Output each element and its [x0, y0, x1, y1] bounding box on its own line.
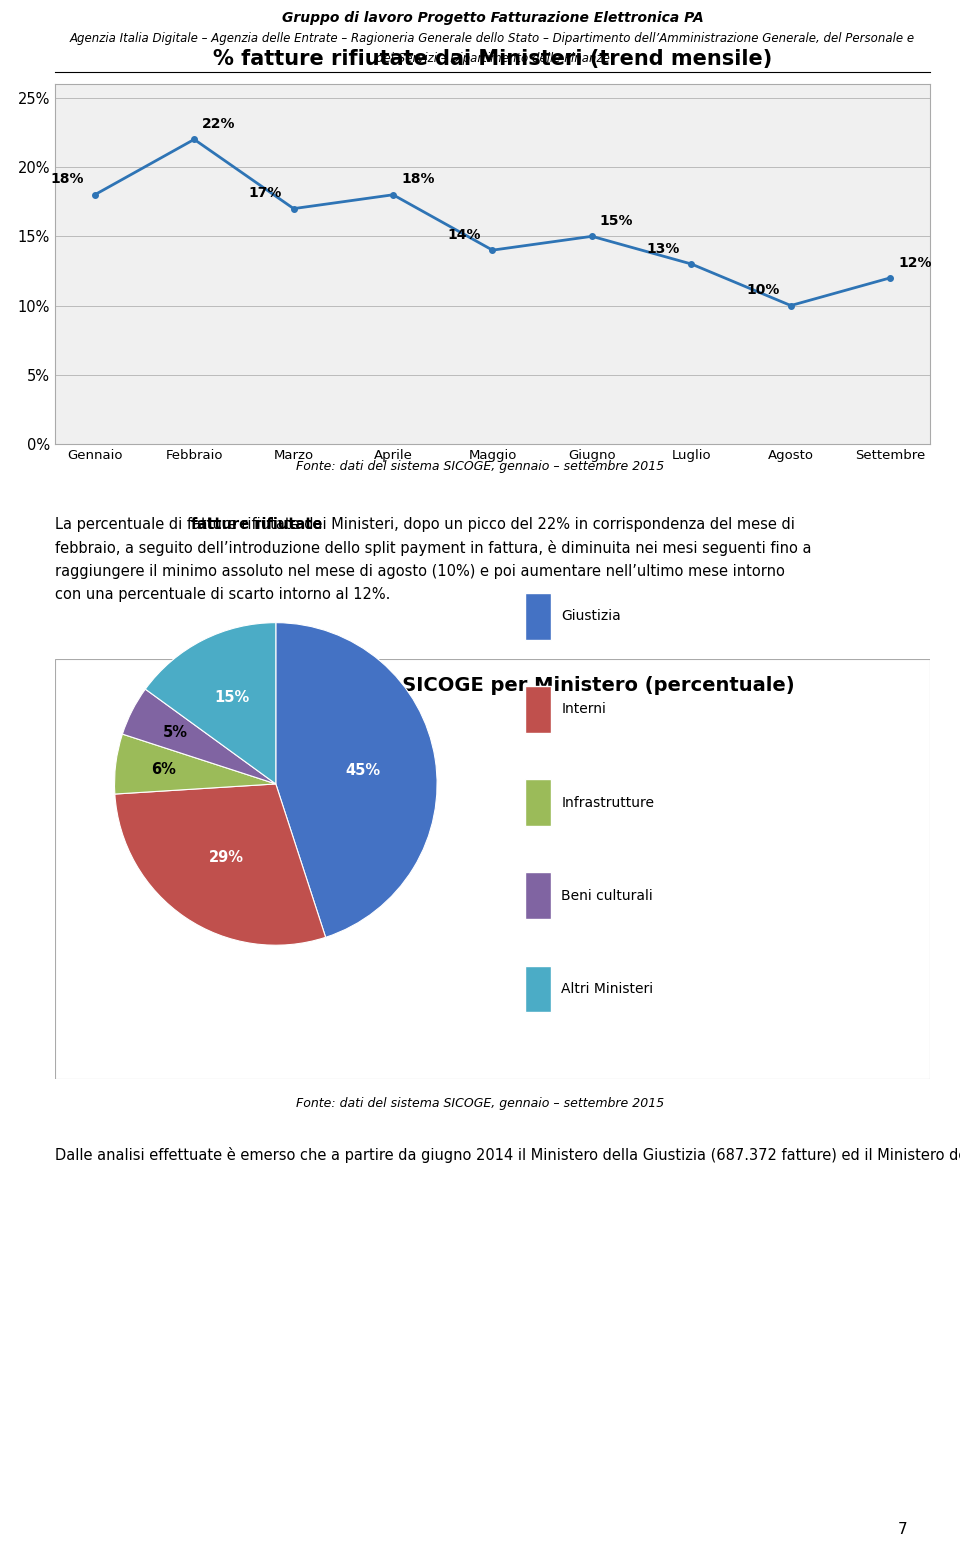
Wedge shape	[145, 623, 276, 784]
Wedge shape	[123, 690, 276, 784]
Text: 18%: 18%	[401, 172, 435, 186]
Text: Fonte: dati del sistema SICOGE, gennaio – settembre 2015: Fonte: dati del sistema SICOGE, gennaio …	[296, 1096, 664, 1109]
Text: Giustizia: Giustizia	[562, 609, 621, 623]
Text: Infrastrutture: Infrastrutture	[562, 795, 655, 809]
Bar	[525, 686, 551, 733]
Bar	[525, 780, 551, 826]
Text: Dalle analisi effettuate è emerso che a partire da giugno 2014 il Ministero dell: Dalle analisi effettuate è emerso che a …	[55, 1146, 960, 1163]
Wedge shape	[276, 623, 437, 938]
Text: Gruppo di lavoro Progetto Fatturazione Elettronica PA: Gruppo di lavoro Progetto Fatturazione E…	[281, 11, 704, 25]
Text: 17%: 17%	[249, 186, 282, 200]
Text: Agenzia Italia Digitale – Agenzia delle Entrate – Ragioneria Generale dello Stat: Agenzia Italia Digitale – Agenzia delle …	[70, 31, 915, 45]
Text: 18%: 18%	[50, 172, 84, 186]
Wedge shape	[114, 735, 276, 794]
Text: 10%: 10%	[746, 283, 780, 297]
Text: Fonte: dati del sistema SICOGE, gennaio – settembre 2015: Fonte: dati del sistema SICOGE, gennaio …	[296, 460, 664, 474]
Bar	[525, 966, 551, 1013]
Text: Altri Ministeri: Altri Ministeri	[562, 981, 654, 995]
Text: 13%: 13%	[647, 242, 680, 256]
Wedge shape	[115, 784, 325, 946]
Bar	[525, 873, 551, 919]
Text: 6%: 6%	[152, 763, 177, 778]
Text: Fatture gestite dal SICOGE per Ministero (percentuale): Fatture gestite dal SICOGE per Ministero…	[190, 676, 795, 694]
Text: 45%: 45%	[346, 763, 381, 778]
Text: 15%: 15%	[600, 214, 634, 228]
Text: fatture rifiutate: fatture rifiutate	[191, 517, 322, 531]
Bar	[525, 593, 551, 640]
Text: 22%: 22%	[203, 116, 235, 130]
Text: 15%: 15%	[214, 690, 250, 705]
Text: 5%: 5%	[162, 725, 188, 741]
Text: Interni: Interni	[562, 702, 606, 716]
Title: % fatture rifiutate dai Ministeri (trend mensile): % fatture rifiutate dai Ministeri (trend…	[213, 48, 772, 68]
Text: La percentuale di fatture rifiutate dai Ministeri, dopo un picco del 22% in corr: La percentuale di fatture rifiutate dai …	[55, 517, 811, 601]
Text: Beni culturali: Beni culturali	[562, 888, 653, 902]
Text: 14%: 14%	[447, 228, 481, 242]
Text: 29%: 29%	[208, 849, 244, 865]
Text: dei Servizi – Dipartimento delle Finanze: dei Servizi – Dipartimento delle Finanze	[375, 53, 610, 65]
Text: 7: 7	[898, 1522, 907, 1537]
Text: 12%: 12%	[899, 256, 932, 270]
